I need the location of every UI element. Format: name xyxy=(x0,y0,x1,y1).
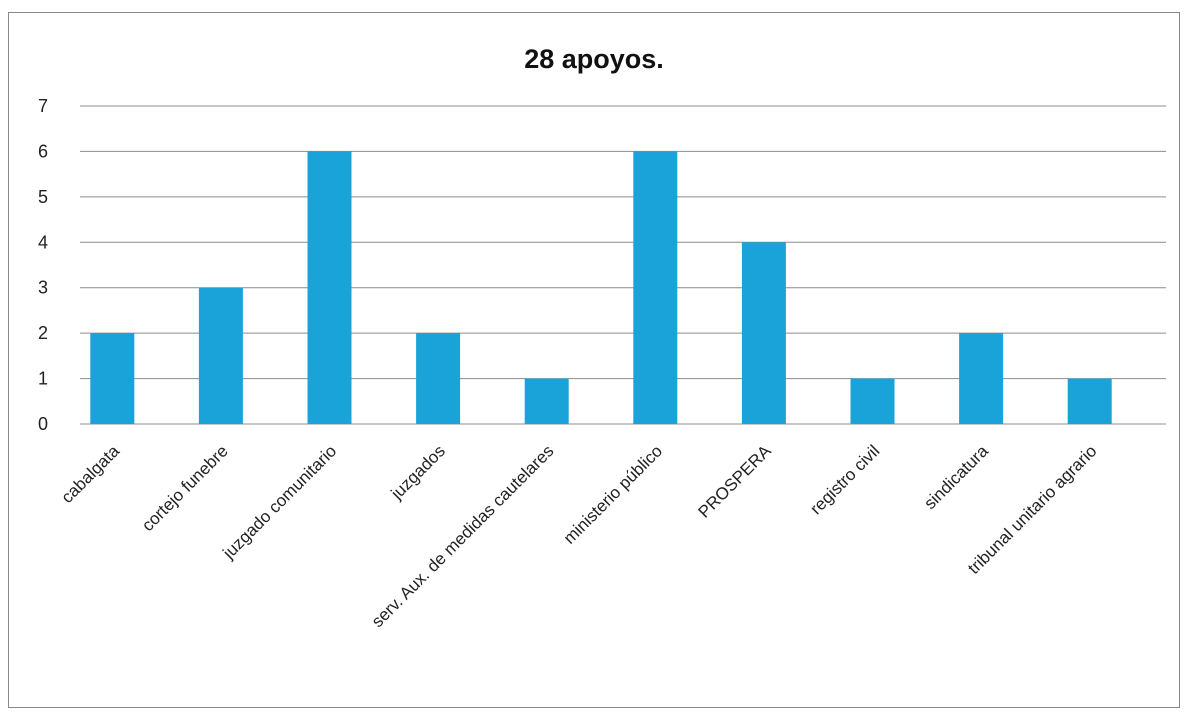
bar-3 xyxy=(307,151,352,424)
y-tick-label: 6 xyxy=(38,141,48,161)
y-tick-label: 0 xyxy=(38,414,48,434)
bar-6 xyxy=(633,151,678,424)
bars xyxy=(90,151,1112,424)
y-tick-label: 3 xyxy=(38,278,48,298)
bar-1 xyxy=(90,333,135,424)
y-tick-label: 4 xyxy=(38,232,48,252)
x-category-label: juzgado comunitario xyxy=(219,441,341,563)
y-tick-label: 5 xyxy=(38,187,48,207)
y-axis-ticks: 0 1 2 3 4 5 6 7 xyxy=(38,96,48,434)
x-category-label: cortejo funebre xyxy=(138,441,232,535)
x-category-label: juzgados xyxy=(387,441,449,503)
bar-7 xyxy=(741,242,786,424)
bar-4 xyxy=(416,333,461,424)
x-category-label: sindicatura xyxy=(920,441,992,513)
bar-5 xyxy=(524,378,569,424)
x-category-label: registro civil xyxy=(806,441,883,518)
bar-10 xyxy=(1067,378,1112,424)
bar-8 xyxy=(850,378,895,424)
y-tick-label: 2 xyxy=(38,323,48,343)
y-tick-label: 7 xyxy=(38,96,48,116)
bar-2 xyxy=(198,287,243,424)
x-category-label: cabalgata xyxy=(58,441,124,507)
chart-title: 28 apoyos. xyxy=(524,44,664,74)
bar-9 xyxy=(959,333,1004,424)
y-tick-label: 1 xyxy=(38,369,48,389)
x-category-label: ministerio público xyxy=(560,441,666,547)
x-category-label: serv. Aux. de medidas cautelares xyxy=(368,441,558,631)
x-category-label: PROSPERA xyxy=(694,441,775,522)
